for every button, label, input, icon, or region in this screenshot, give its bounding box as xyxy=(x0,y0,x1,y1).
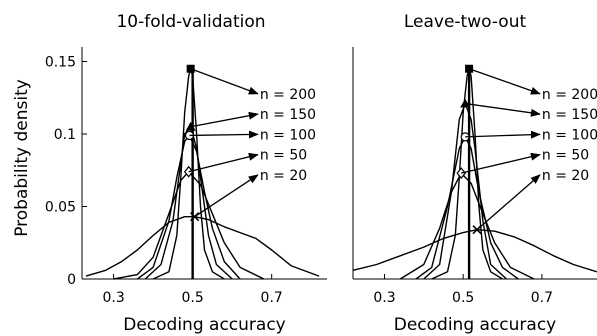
annotation-arrow xyxy=(476,174,541,231)
annotation-arrow xyxy=(468,68,541,95)
y-tick-label: 0.1 xyxy=(54,127,76,143)
y-tick-label: 0.15 xyxy=(45,55,76,71)
annotation-label: n = 100 xyxy=(542,127,597,143)
annotation-label: n = 200 xyxy=(260,87,316,103)
series-line-triangle xyxy=(144,126,233,280)
annotation-label: n = 50 xyxy=(542,148,589,164)
x-tick-label: 0.7 xyxy=(531,290,553,306)
x-tick-label: 0.3 xyxy=(373,290,395,306)
annotation-arrow xyxy=(194,174,259,218)
annotation-label: n = 50 xyxy=(260,148,307,164)
annotation-label: n = 150 xyxy=(260,107,316,123)
annotation-label: n = 20 xyxy=(542,168,589,184)
y-tick-label: 0 xyxy=(67,272,76,288)
series-line-diamond xyxy=(399,172,535,280)
x-tick-label: 0.7 xyxy=(261,290,283,306)
x-tick-label: 0.5 xyxy=(452,290,474,306)
annotation-arrow xyxy=(188,152,259,173)
y-tick-label: 0.05 xyxy=(45,200,76,216)
annotation-arrow xyxy=(465,102,541,117)
x-tick-label: 0.5 xyxy=(182,290,204,306)
annotation-label: n = 150 xyxy=(542,107,597,123)
series-line-cross xyxy=(352,229,597,273)
x-tick-label: 0.3 xyxy=(102,290,124,306)
annotation-arrow xyxy=(461,152,541,174)
marker-triangle-1 xyxy=(460,98,471,108)
annotation-label: n = 20 xyxy=(260,168,307,184)
annotation-arrow xyxy=(190,111,259,128)
panel-10-fold-validation: 10-fold-validation Decoding accuracy 0.3 0.… xyxy=(45,12,327,335)
annotation-arrow xyxy=(465,130,541,139)
x-axis-label: Decoding accuracy xyxy=(394,315,556,335)
y-axis-label: Probability density xyxy=(12,79,32,237)
annotation-arrow xyxy=(190,68,259,95)
chart-title: Leave-two-out xyxy=(404,12,527,32)
x-axis-label: Decoding accuracy xyxy=(123,315,285,335)
annotation-label: n = 100 xyxy=(260,127,316,143)
series-line-diamond xyxy=(113,171,265,280)
chart-title: 10-fold-validation xyxy=(116,12,265,32)
panel-leave-two-out: Leave-two-out Decoding accuracy 0.3 0.5 0.7 n… xyxy=(352,12,597,335)
annotation-label: n = 200 xyxy=(542,87,597,103)
annotation-arrow xyxy=(189,130,259,139)
